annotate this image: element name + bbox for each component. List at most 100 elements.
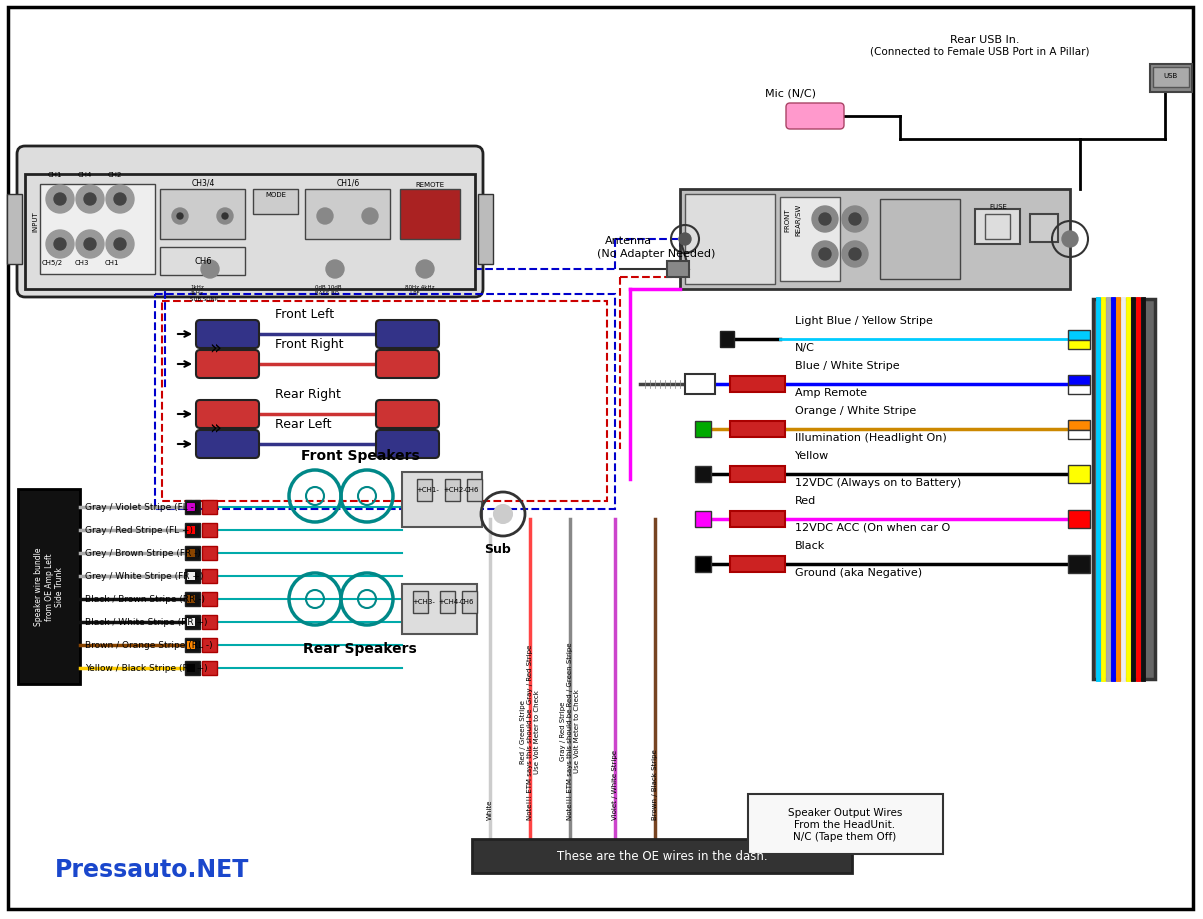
Text: Violet / White Stripe: Violet / White Stripe [612, 749, 618, 819]
Text: CH6: CH6 [466, 486, 480, 493]
Bar [186, 596, 195, 604]
FancyBboxPatch shape [196, 321, 259, 348]
Bar [185, 501, 200, 515]
Circle shape [177, 214, 183, 220]
Bar [202, 616, 217, 630]
Text: CH1: CH1 [48, 172, 63, 185]
Bar [186, 573, 195, 581]
Text: Black / Brown Stripe (RR -): Black / Brown Stripe (RR -) [85, 595, 205, 604]
Bar [730, 377, 786, 392]
Text: Grey / Brown Stripe (FR -): Grey / Brown Stripe (FR -) [85, 549, 201, 558]
Bar [1068, 555, 1090, 573]
Bar [1068, 386, 1090, 394]
Bar [202, 639, 217, 652]
Circle shape [46, 186, 75, 214]
FancyBboxPatch shape [196, 351, 259, 379]
Text: Rear Speakers: Rear Speakers [303, 641, 417, 655]
Bar [155, 295, 615, 509]
Circle shape [54, 194, 66, 206]
Bar [202, 547, 217, 561]
Text: Light Blue / Yellow Stripe: Light Blue / Yellow Stripe [795, 315, 932, 325]
FancyBboxPatch shape [17, 147, 482, 298]
FancyBboxPatch shape [196, 430, 259, 459]
Circle shape [114, 239, 126, 251]
Bar [186, 550, 195, 558]
Circle shape [318, 209, 333, 225]
Text: Ground (aka Negative): Ground (aka Negative) [795, 567, 923, 577]
Circle shape [46, 231, 75, 259]
Text: Gray / Red Stripe (FL +): Gray / Red Stripe (FL +) [85, 526, 192, 535]
Bar [985, 215, 1011, 240]
Bar [685, 375, 715, 394]
Text: REAR/SW: REAR/SW [795, 204, 801, 236]
Circle shape [223, 214, 229, 220]
Bar [881, 199, 960, 279]
Text: Gray / Violet Stripe (FL -): Gray / Violet Stripe (FL -) [85, 503, 197, 512]
Bar [160, 248, 245, 276]
Bar [1030, 215, 1057, 243]
Bar [306, 190, 390, 240]
FancyBboxPatch shape [377, 430, 439, 459]
Circle shape [76, 231, 103, 259]
Text: +CH1-: +CH1- [416, 486, 439, 493]
Text: Black / White Stripe (RR +): Black / White Stripe (RR +) [85, 618, 207, 627]
Text: Black: Black [795, 540, 825, 550]
Text: »: » [209, 338, 221, 357]
Text: CH5/2: CH5/2 [41, 260, 63, 266]
Bar [730, 467, 786, 482]
Circle shape [84, 194, 96, 206]
Bar [25, 175, 475, 289]
Text: CH6: CH6 [194, 257, 212, 267]
Text: CH2: CH2 [108, 172, 123, 185]
Text: Gray / Red Stripe
Note!!! ETM says this should be Red / Green Stripe
Use Volt Me: Gray / Red Stripe Note!!! ETM says this … [561, 641, 580, 819]
Bar [478, 195, 493, 265]
FancyBboxPatch shape [786, 104, 845, 130]
Bar [185, 593, 200, 607]
Bar [185, 570, 200, 584]
Bar [186, 664, 195, 673]
Bar [202, 501, 217, 515]
Bar [445, 480, 460, 502]
Bar [186, 504, 195, 512]
Bar [185, 639, 200, 652]
Bar [1068, 331, 1090, 341]
Text: Red: Red [795, 495, 817, 505]
Bar [1068, 376, 1090, 386]
Bar [1150, 65, 1192, 93]
Text: These are the OE wires in the dash.: These are the OE wires in the dash. [557, 849, 768, 863]
Circle shape [106, 231, 134, 259]
Bar [185, 662, 200, 675]
Bar [1068, 341, 1090, 349]
Bar [1068, 466, 1090, 483]
Text: MODE: MODE [266, 192, 286, 198]
Circle shape [114, 194, 126, 206]
Circle shape [842, 242, 869, 267]
Bar [780, 198, 840, 282]
Circle shape [217, 209, 233, 225]
Text: Blue / White Stripe: Blue / White Stripe [795, 360, 900, 370]
Text: Illumination (Headlight On): Illumination (Headlight On) [795, 433, 947, 443]
Text: Mic (N/C): Mic (N/C) [765, 88, 816, 98]
Circle shape [416, 261, 434, 278]
Bar [18, 490, 81, 685]
Bar [685, 195, 775, 285]
Bar [185, 616, 200, 630]
Text: Brown / Black Stripe: Brown / Black Stripe [652, 748, 658, 819]
Text: CH3/4: CH3/4 [191, 177, 214, 187]
Text: Grey / White Stripe (FR +): Grey / White Stripe (FR +) [85, 572, 203, 581]
Text: +CH4-: +CH4- [438, 598, 461, 605]
Bar [1068, 510, 1090, 528]
Bar [7, 195, 22, 265]
Bar [253, 190, 298, 215]
Text: Speaker Output Wires
From the HeadUnit.
N/C (Tape them Off): Speaker Output Wires From the HeadUnit. … [788, 808, 902, 841]
Bar [185, 524, 200, 538]
Text: 80Hz 4kHz
   LPF: 80Hz 4kHz LPF [405, 285, 434, 296]
Text: (Connected to Female USB Port in A Pillar): (Connected to Female USB Port in A Pilla… [870, 47, 1090, 57]
Text: 0dB 10dB
BASS BO: 0dB 10dB BASS BO [315, 285, 342, 296]
Text: CH6: CH6 [460, 598, 474, 605]
Circle shape [849, 249, 861, 261]
Bar [695, 467, 711, 482]
Bar [185, 547, 200, 561]
Bar [401, 190, 460, 240]
Circle shape [326, 261, 344, 278]
